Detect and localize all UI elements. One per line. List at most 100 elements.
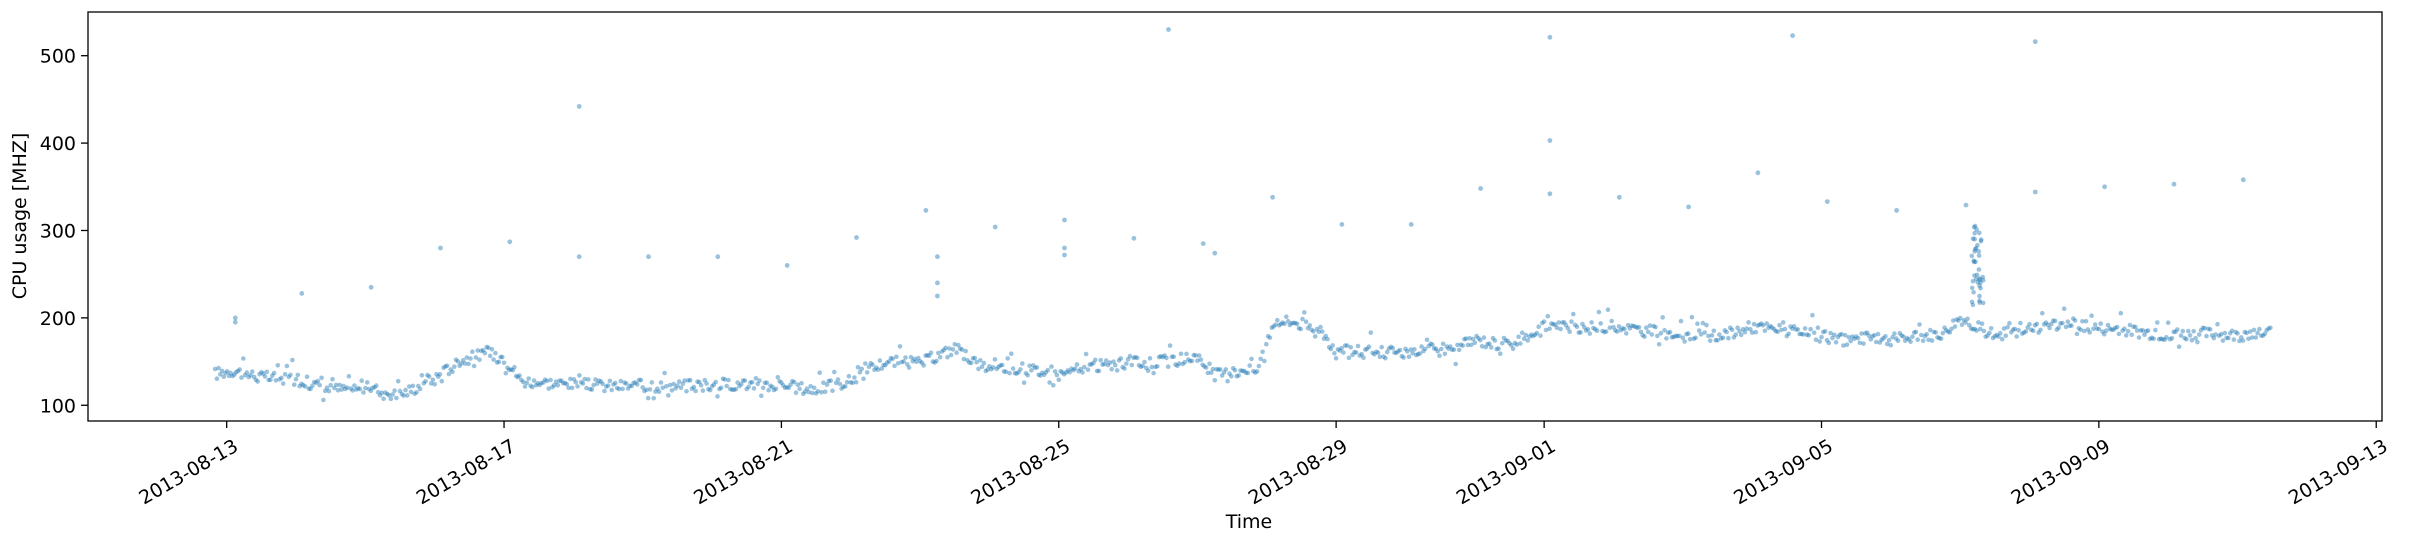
data-point	[324, 385, 330, 391]
data-point	[1136, 363, 1142, 368]
data-point	[2122, 326, 2127, 332]
data-point	[560, 381, 566, 386]
data-point	[2083, 318, 2089, 324]
data-point	[1715, 337, 1720, 343]
data-point	[2080, 319, 2085, 324]
data-point	[1529, 332, 1534, 338]
data-point	[566, 385, 571, 391]
data-point	[706, 386, 711, 392]
data-point	[1538, 333, 1543, 339]
data-point	[1294, 321, 1300, 327]
data-point	[2255, 330, 2260, 336]
spike-point	[1977, 298, 1982, 303]
data-point	[244, 370, 250, 375]
data-point	[846, 373, 852, 379]
data-point	[2246, 336, 2251, 342]
data-point	[2071, 316, 2076, 321]
data-point	[1034, 365, 1040, 370]
data-point	[394, 395, 399, 401]
data-point	[246, 374, 251, 380]
spike-point	[1978, 238, 1984, 244]
data-point	[1857, 340, 1863, 346]
data-point	[1976, 320, 1981, 325]
data-point	[901, 359, 906, 364]
data-point	[2038, 327, 2043, 333]
data-point	[1713, 337, 1718, 343]
data-point	[546, 386, 551, 391]
data-point	[2089, 313, 2094, 319]
data-point	[1627, 326, 1633, 331]
data-point	[605, 383, 611, 388]
data-point	[1049, 364, 1054, 369]
data-point	[947, 346, 952, 351]
data-point	[2151, 336, 2156, 342]
data-point	[1574, 324, 1580, 330]
data-point	[455, 359, 461, 364]
data-point	[1280, 320, 1285, 326]
data-point	[2209, 333, 2215, 338]
data-point	[1043, 370, 1049, 375]
data-point	[528, 383, 533, 389]
data-point	[500, 354, 505, 360]
data-point	[1487, 341, 1492, 347]
data-point	[372, 385, 377, 390]
data-point	[2019, 331, 2025, 336]
data-point	[2003, 333, 2009, 339]
data-point	[731, 387, 737, 393]
data-point	[1422, 346, 1428, 352]
data-point	[1665, 330, 1671, 336]
data-point	[2034, 321, 2040, 327]
data-point	[421, 380, 427, 386]
data-point	[1549, 321, 1554, 326]
data-point	[1247, 363, 1252, 368]
x-axis-label: Time	[1225, 511, 1273, 533]
data-point	[1704, 322, 1709, 328]
data-point	[2226, 335, 2231, 341]
data-point	[457, 363, 462, 369]
data-point	[1631, 323, 1636, 329]
data-point	[1323, 333, 1328, 339]
outlier-point	[646, 254, 651, 260]
data-point	[1917, 322, 1922, 327]
data-point	[496, 359, 502, 365]
data-point	[1556, 320, 1561, 325]
data-point	[1403, 346, 1408, 352]
data-point	[888, 355, 894, 361]
data-point	[1127, 353, 1133, 359]
data-point	[337, 382, 343, 388]
spike-point	[1969, 285, 1975, 291]
data-point	[1496, 346, 1501, 351]
data-point	[2257, 326, 2262, 332]
data-point	[344, 385, 350, 391]
data-point	[1494, 346, 1499, 352]
data-point	[304, 374, 310, 380]
data-point	[1374, 349, 1379, 355]
data-point	[524, 380, 530, 386]
data-point	[2131, 324, 2136, 330]
data-point	[2169, 336, 2175, 341]
data-point	[1693, 335, 1698, 341]
data-point	[2069, 323, 2074, 328]
data-point	[1647, 323, 1653, 328]
outlier-point	[1894, 208, 1899, 213]
data-point	[1430, 342, 1435, 347]
data-point	[1897, 330, 1903, 336]
data-point	[611, 382, 616, 387]
data-point	[2178, 333, 2184, 338]
data-point	[1198, 357, 1204, 363]
spike-point	[1981, 277, 1986, 283]
data-point	[2173, 329, 2178, 335]
data-point	[2111, 327, 2116, 332]
data-point	[711, 382, 717, 387]
data-point	[1687, 336, 1693, 342]
data-point	[1740, 327, 1746, 332]
data-point	[737, 383, 742, 389]
data-point	[257, 371, 262, 377]
data-point	[2058, 321, 2063, 326]
data-point	[301, 382, 306, 388]
data-point	[1303, 319, 1309, 325]
data-point	[1759, 321, 1764, 327]
data-point	[319, 375, 324, 381]
data-point	[1863, 331, 1868, 336]
data-point	[1124, 361, 1129, 366]
